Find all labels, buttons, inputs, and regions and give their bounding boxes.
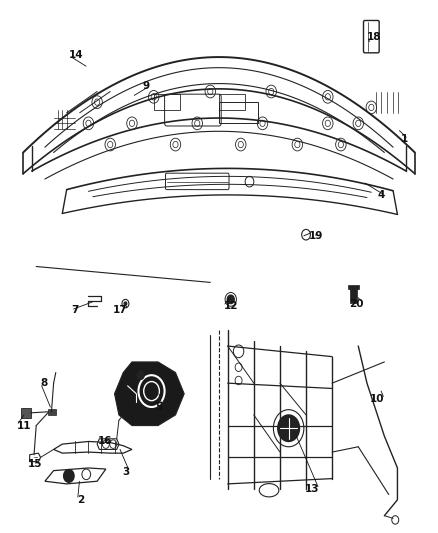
- Text: 13: 13: [304, 484, 319, 494]
- Text: 7: 7: [71, 305, 78, 315]
- Circle shape: [137, 371, 144, 379]
- Bar: [348, 285, 359, 289]
- Text: 4: 4: [377, 190, 385, 200]
- Text: 2: 2: [78, 495, 85, 505]
- Bar: [154, 94, 180, 110]
- Text: 1: 1: [401, 134, 408, 144]
- Circle shape: [124, 302, 127, 305]
- Bar: [219, 102, 258, 123]
- Text: 14: 14: [69, 51, 84, 60]
- Text: 20: 20: [350, 298, 364, 309]
- Circle shape: [227, 295, 234, 304]
- Text: 15: 15: [28, 459, 42, 469]
- Bar: [21, 408, 31, 418]
- Text: 16: 16: [98, 437, 113, 447]
- Text: 3: 3: [123, 467, 130, 477]
- Text: 18: 18: [367, 33, 381, 43]
- Bar: [350, 287, 357, 303]
- Circle shape: [64, 470, 74, 482]
- Text: 9: 9: [142, 81, 149, 91]
- Polygon shape: [115, 362, 184, 425]
- Text: 8: 8: [41, 378, 48, 388]
- Text: 11: 11: [17, 421, 31, 431]
- Text: 10: 10: [370, 394, 385, 404]
- Text: 17: 17: [113, 305, 127, 315]
- Text: 12: 12: [223, 301, 238, 311]
- Text: 19: 19: [309, 231, 323, 241]
- Circle shape: [278, 415, 300, 441]
- Bar: [48, 409, 56, 415]
- Bar: [219, 94, 245, 110]
- Text: 5: 5: [155, 402, 162, 412]
